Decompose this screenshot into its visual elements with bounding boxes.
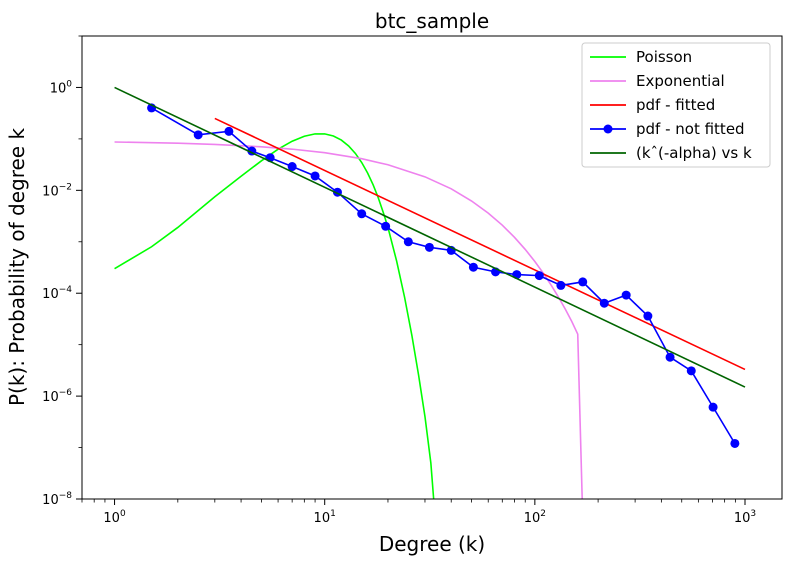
data-point [357, 209, 367, 219]
series-line-exponential [114, 141, 583, 499]
data-point [534, 271, 544, 281]
x-tick-label: 102 [524, 509, 546, 526]
data-point [424, 242, 434, 252]
x-axis-label: Degree (k) [379, 532, 485, 556]
series-line-pdf-fitted [214, 117, 746, 371]
y-tick-label: 10−8 [42, 491, 72, 508]
legend-label: Exponential [636, 72, 725, 90]
legend-label: Poisson [636, 48, 692, 66]
y-tick-label: 10−6 [42, 388, 72, 405]
data-point [403, 237, 413, 247]
data-point [621, 290, 631, 300]
data-point [224, 126, 234, 136]
x-tick-label: 101 [314, 509, 336, 526]
data-point [665, 352, 675, 362]
legend-label: pdf - fitted [636, 96, 715, 114]
data-point [708, 402, 718, 412]
series-line-poisson [114, 133, 435, 499]
data-point [310, 171, 320, 181]
data-point [556, 280, 566, 290]
x-tick-label: 103 [734, 509, 756, 526]
ticks-layer: 100 101 102 103 10−8 10−6 10−4 10−2 100 [42, 35, 756, 526]
data-point [643, 311, 653, 321]
series-line-k-alpha-vs-k [114, 86, 746, 388]
series-layer [114, 86, 746, 499]
chart-title: btc_sample [375, 9, 489, 33]
data-point [578, 277, 588, 287]
data-point [468, 262, 478, 272]
data-point [730, 438, 740, 448]
y-tick-label: 100 [50, 79, 73, 96]
data-point [287, 162, 297, 172]
y-tick-label: 10−2 [42, 182, 72, 199]
legend-label: pdf - not fitted [636, 120, 745, 138]
legend-label: (kˆ(-alpha) vs k [636, 144, 752, 162]
data-point [381, 221, 391, 231]
x-tick-label: 100 [103, 509, 126, 526]
data-point [193, 130, 203, 140]
y-axis-label: P(k): Probability of degree k [5, 128, 29, 407]
legend: Poisson Exponential pdf - fitted pdf - not … [581, 42, 771, 168]
data-point [599, 298, 609, 308]
legend-box [581, 42, 771, 168]
data-point [686, 366, 696, 376]
y-tick-label: 10−4 [42, 285, 72, 302]
plot-frame [81, 35, 783, 500]
legend-marker [603, 124, 613, 134]
